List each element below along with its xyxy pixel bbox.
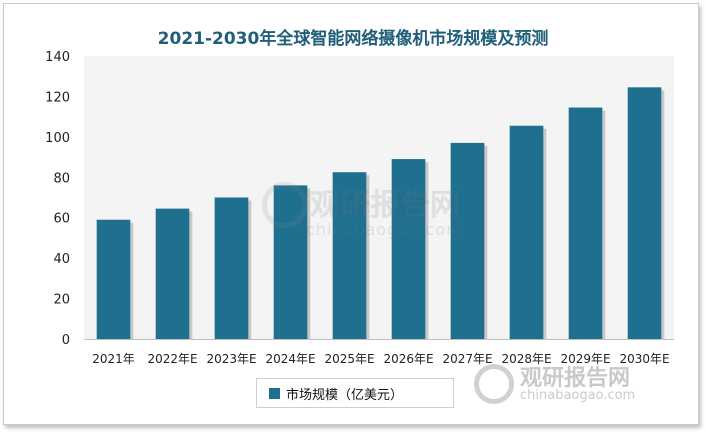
x-tick-label: 2024年E xyxy=(265,352,315,366)
watermark-url: chinabaogao.com xyxy=(306,220,463,239)
bar xyxy=(332,172,367,339)
y-tick-label: 40 xyxy=(53,252,70,267)
x-tick-label: 2023年E xyxy=(206,352,256,366)
x-tick-label: 2026年E xyxy=(383,352,433,366)
legend-swatch xyxy=(269,387,280,399)
bar xyxy=(568,107,603,340)
y-tick-label: 100 xyxy=(45,131,70,146)
bar xyxy=(450,142,485,339)
watermark-corner-url: chinabaogao.com xyxy=(520,388,636,403)
bar xyxy=(155,208,190,339)
watermark-corner-logo-icon xyxy=(474,364,514,404)
x-tick-label: 2029年E xyxy=(560,352,610,366)
x-tick-label: 2028年E xyxy=(501,352,551,366)
y-tick-label: 80 xyxy=(53,171,70,186)
bar xyxy=(391,159,426,339)
y-tick-label: 120 xyxy=(45,90,70,105)
bar xyxy=(214,197,249,339)
chart-title: 2021-2030年全球智能网络摄像机市场规模及预测 xyxy=(157,29,549,49)
x-tick-label: 2027年E xyxy=(442,352,492,366)
y-tick-label: 0 xyxy=(62,333,70,348)
x-tick-label: 2030年E xyxy=(619,352,669,366)
legend-label: 市场规模（亿美元） xyxy=(286,387,404,403)
bar xyxy=(96,219,131,339)
chart-legend: 市场规模（亿美元） xyxy=(256,378,454,408)
y-tick-label: 60 xyxy=(53,212,70,227)
bar xyxy=(627,87,662,339)
y-tick-label: 20 xyxy=(53,293,70,308)
x-tick-label: 2022年E xyxy=(147,352,197,366)
watermark-brand: 观研报告网 xyxy=(310,188,460,223)
y-tick-label: 140 xyxy=(45,50,70,65)
watermark-logo-icon xyxy=(262,182,308,228)
watermark-corner-brand: 观研报告网 xyxy=(520,366,631,391)
bar xyxy=(509,125,544,339)
x-tick-label: 2025年E xyxy=(324,352,374,366)
x-tick-label: 2021年 xyxy=(92,352,135,366)
